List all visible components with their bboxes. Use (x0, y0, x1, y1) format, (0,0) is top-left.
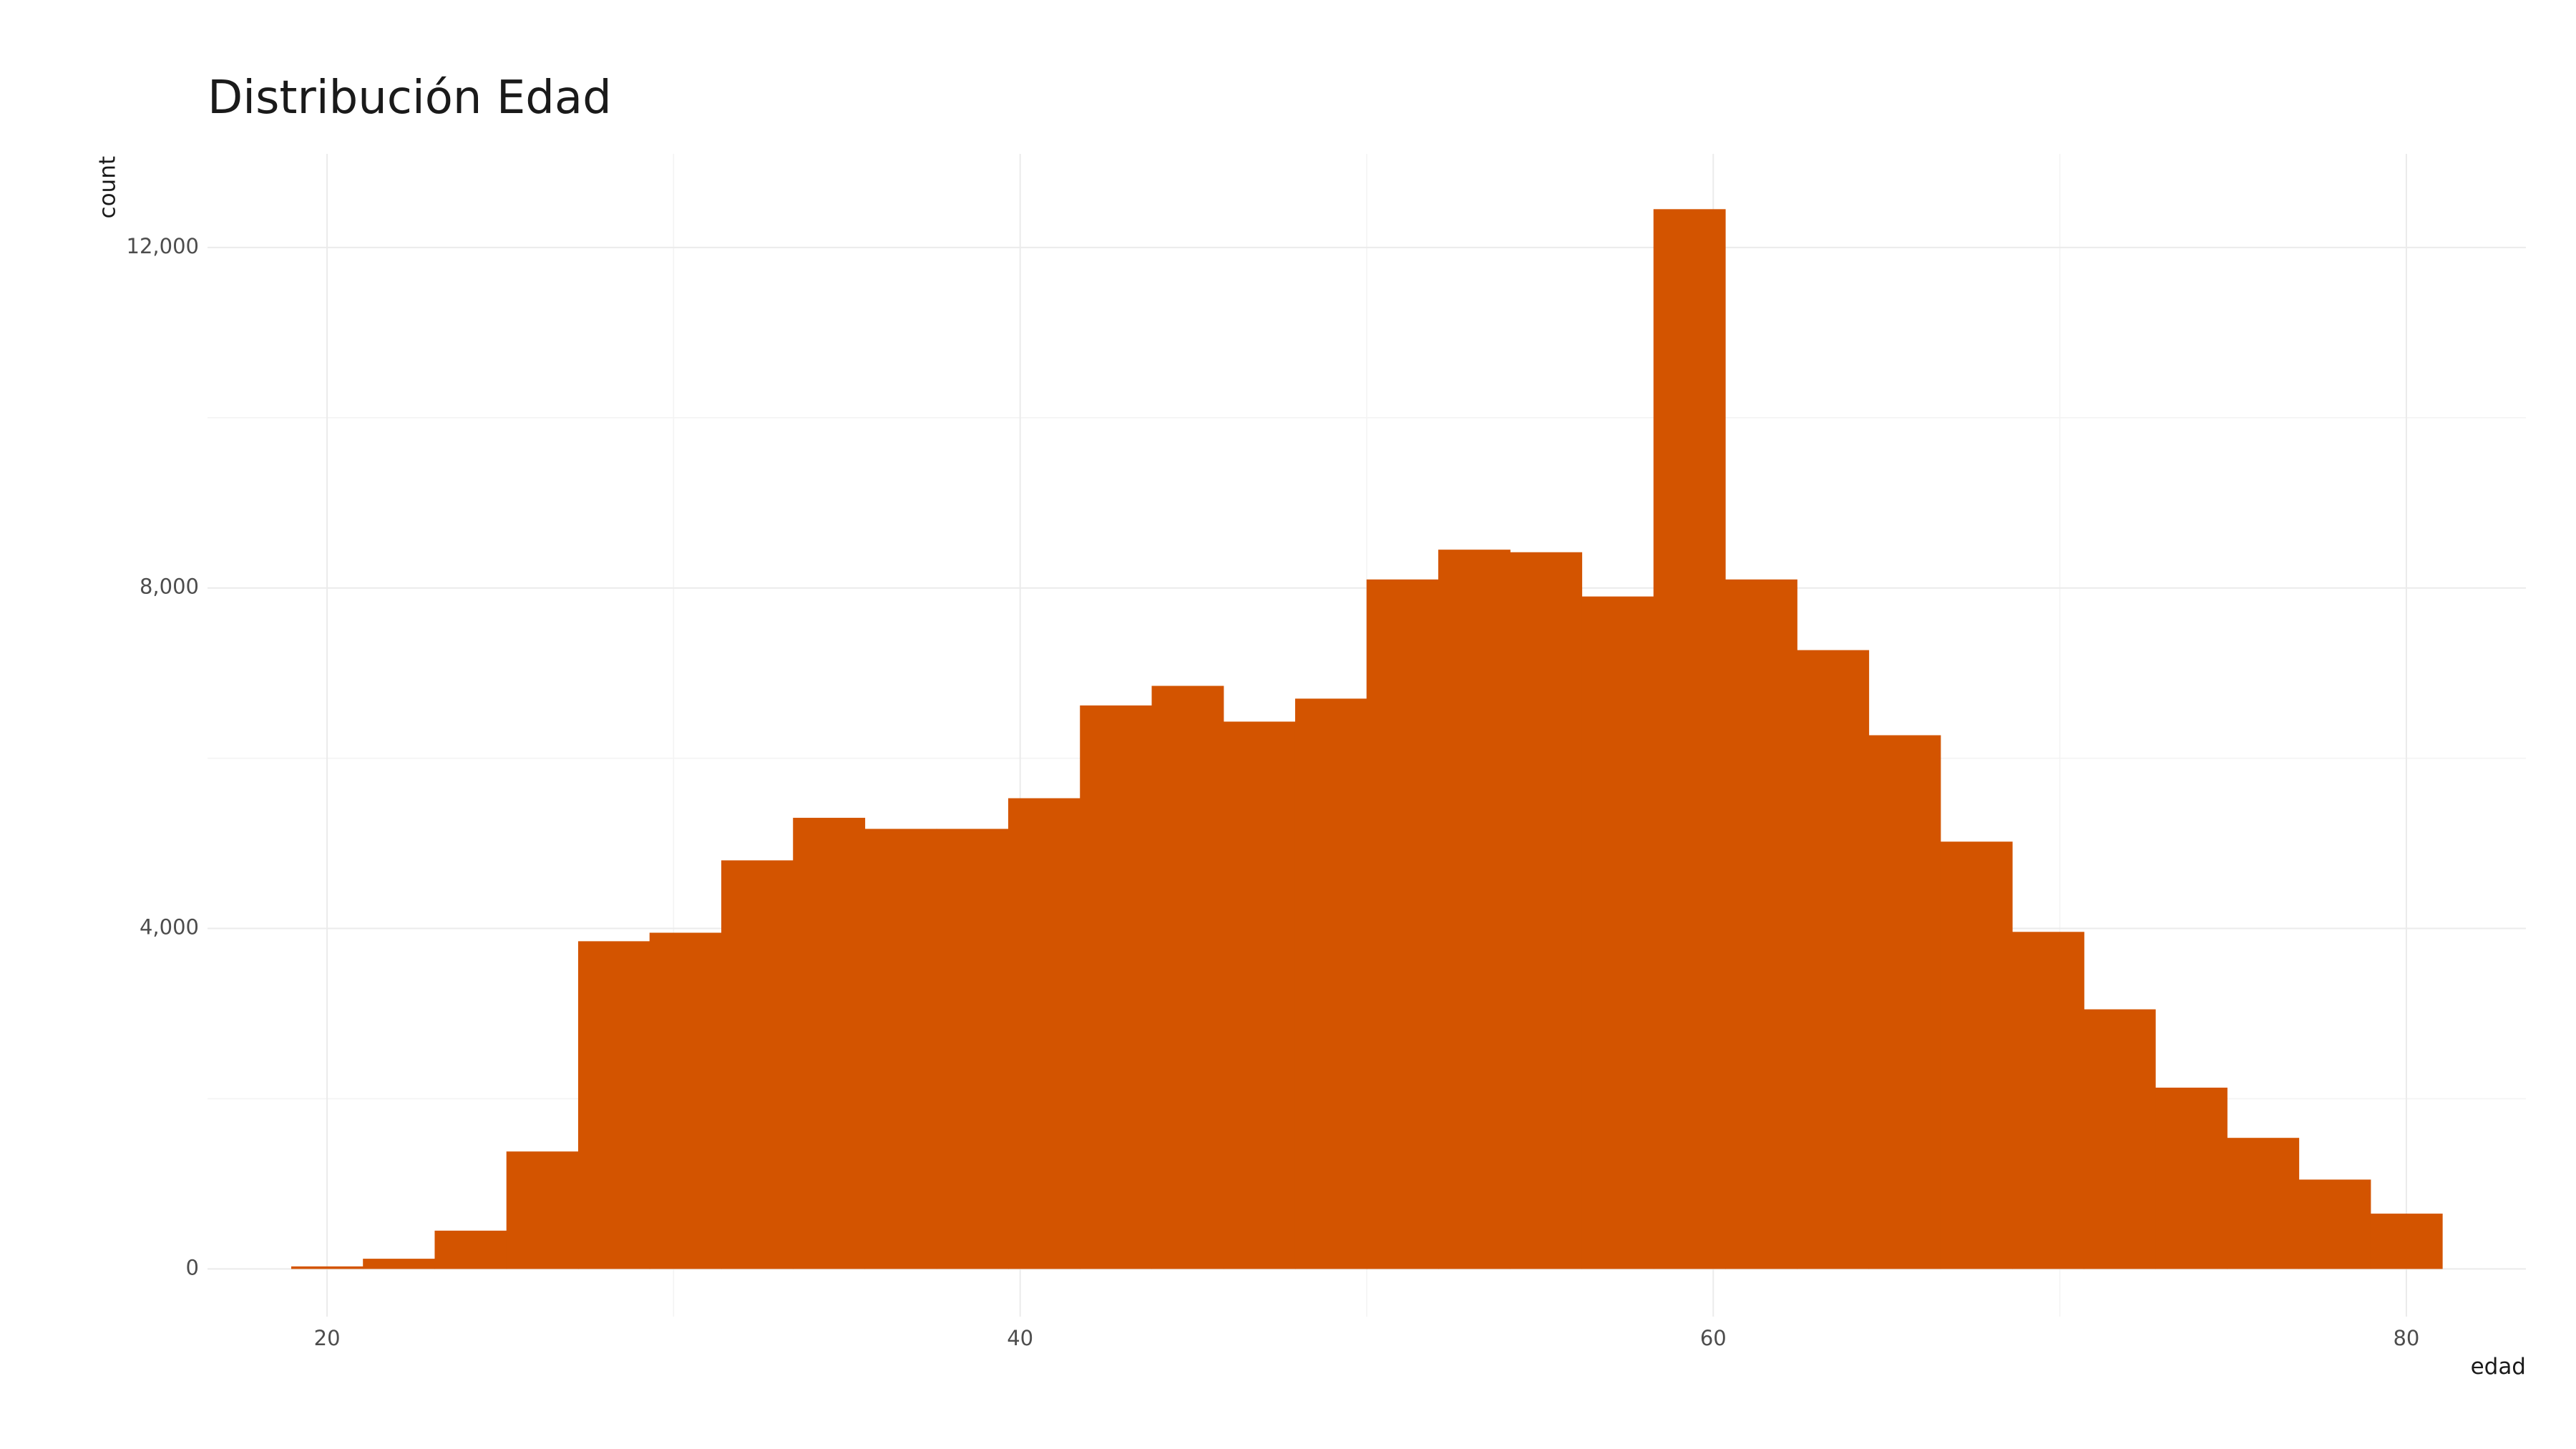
histogram-bar (1151, 686, 1224, 1269)
y-tick-label: 12,000 (127, 234, 199, 258)
y-tick-label: 4,000 (140, 915, 199, 940)
histogram-bar (1868, 735, 1941, 1269)
y-axis-title: count (95, 156, 121, 218)
x-tick-label: 20 (314, 1326, 341, 1350)
histogram-bar (1797, 650, 1870, 1269)
x-axis-tick-labels: 20 40 60 80 (314, 1326, 2420, 1350)
histogram-bar (2298, 1179, 2371, 1269)
histogram-bar (1581, 596, 1654, 1269)
histogram-bar (1223, 721, 1296, 1269)
x-tick-label: 80 (2393, 1326, 2419, 1350)
histogram-bar (649, 932, 722, 1269)
histogram-bar (577, 941, 650, 1269)
histogram-bar (1940, 841, 2013, 1269)
histogram-bar (1653, 209, 1726, 1269)
histogram-bar (1080, 705, 1153, 1269)
histogram-bar (291, 1266, 364, 1269)
chart-title: Distribución Edad (208, 72, 612, 125)
x-axis-title: edad (2471, 1354, 2526, 1380)
y-axis-tick-labels: 0 4,000 8,000 12,000 (127, 234, 199, 1280)
histogram-bars (291, 209, 2443, 1269)
histogram-bar (1438, 550, 1511, 1269)
x-tick-label: 60 (1700, 1326, 1727, 1350)
histogram-bar (434, 1230, 507, 1269)
y-tick-label: 0 (186, 1255, 199, 1279)
histogram-bar (2083, 1009, 2156, 1269)
histogram-bar (363, 1259, 436, 1269)
histogram-bar (2370, 1214, 2443, 1269)
x-tick-label: 40 (1007, 1326, 1033, 1350)
histogram-bar (1366, 579, 1439, 1269)
histogram-bar (864, 829, 937, 1269)
histogram-bar (2012, 932, 2084, 1269)
histogram-bar (1294, 698, 1367, 1269)
histogram-bar (2155, 1087, 2228, 1269)
histogram-bar (721, 860, 794, 1269)
histogram-bar (506, 1151, 579, 1269)
histogram-bar (1510, 552, 1583, 1269)
histogram-bar (1008, 798, 1080, 1269)
histogram-bar (793, 817, 866, 1269)
histogram-bar (1725, 579, 1797, 1269)
histogram-bar (2227, 1138, 2300, 1269)
y-tick-label: 8,000 (140, 575, 199, 599)
histogram-bar (936, 829, 1009, 1269)
